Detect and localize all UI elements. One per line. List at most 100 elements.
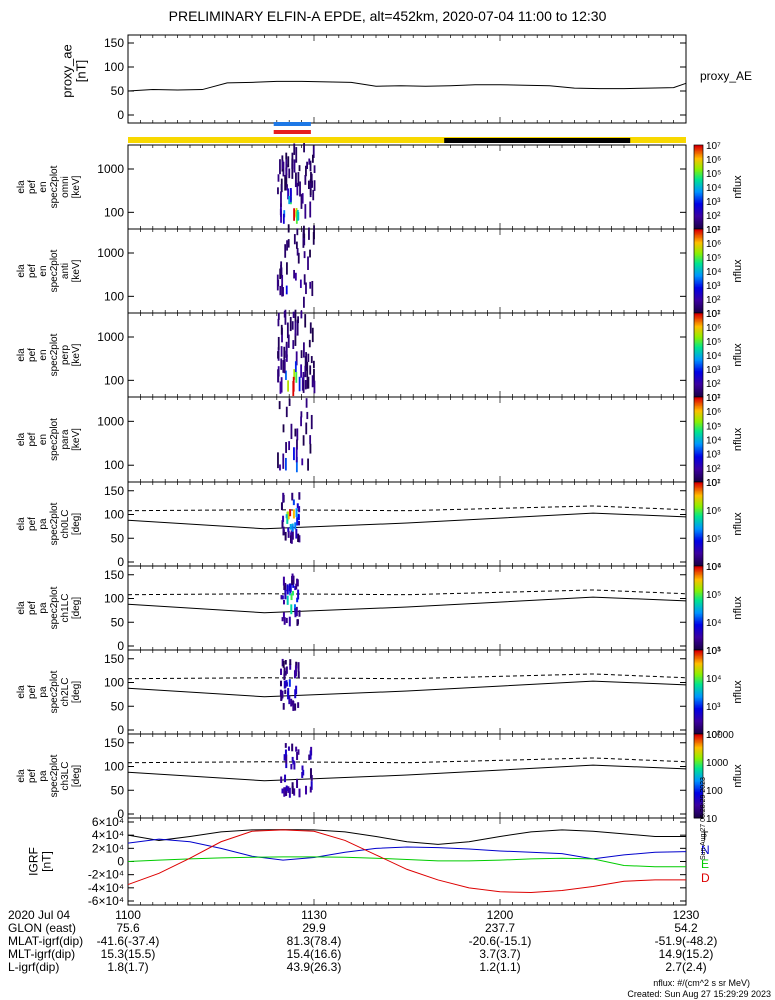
colorbar-cell [694, 212, 703, 215]
spectrogram-pixel [281, 327, 283, 343]
pitch-angle-pixel [281, 617, 284, 622]
spectrogram-pixel [309, 249, 311, 258]
colorbar-tick-label: 10¹ [706, 393, 721, 404]
spectrogram-pixel [294, 428, 297, 437]
colorbar-cell [694, 294, 703, 297]
colorbar-label: nflux [732, 343, 744, 367]
colorbar-cell [694, 524, 703, 526]
colorbar-cell [694, 166, 703, 168]
colorbar-label: nflux [732, 512, 744, 536]
colorbar-cell [694, 202, 703, 205]
colorbar-tick-label: 10⁷ [706, 141, 721, 152]
colorbar-title: nflux [732, 175, 744, 199]
colorbar-cell [694, 774, 703, 777]
orbit-table-cell: 54.2 [674, 921, 698, 935]
colorbar-cell [694, 431, 703, 433]
pitch-angle-ch0-ylabel-line: ela [16, 517, 27, 531]
colorbar-cell [694, 416, 703, 419]
spectrogram-pixel [290, 423, 293, 440]
colorbar-cell [694, 668, 703, 671]
colorbar-cell [694, 669, 703, 672]
colorbar-cell [694, 596, 703, 599]
spectrogram-pixel [302, 380, 305, 393]
colorbar-cell [694, 553, 703, 556]
pitch-angle-ch2-ylabel-line: pef [27, 685, 38, 699]
colorbar-frame [693, 733, 704, 819]
pitch-angle-pixel [284, 589, 287, 600]
colorbar-cell [694, 348, 703, 350]
colorbar-cell [694, 236, 703, 238]
pitch-angle-tick-label: 0 [117, 723, 124, 737]
pitch-angle-pixel [280, 595, 283, 600]
colorbar-cell [694, 748, 703, 750]
colorbar-cell [694, 741, 703, 743]
pitch-angle-pixel [281, 788, 284, 794]
spectrogram-pixel [297, 172, 300, 187]
orbit-table-cell: 2.7(2.4) [665, 960, 706, 974]
colorbar-cell [694, 203, 703, 206]
colorbar-tick-label: 10⁵ [706, 169, 721, 180]
loss-cone-line [127, 764, 687, 782]
colorbar-cell [694, 399, 703, 402]
spectrogram-pixel [282, 360, 285, 373]
spectrogram-pixel [295, 351, 298, 366]
pitch-angle-pixel [291, 782, 294, 789]
spectrogram-pixel [277, 369, 279, 383]
anti-loss-cone-line [127, 757, 687, 764]
spectrogram-tick-label: 100 [104, 289, 124, 303]
pitch-angle-pixel [279, 689, 282, 696]
colorbar-cell [694, 595, 703, 598]
spectrogram-pixel [284, 244, 287, 258]
colorbar-cell [694, 388, 703, 391]
pitch-angle-pixel [310, 781, 313, 790]
colorbar-cell [694, 244, 703, 247]
pitch-angle-pixel [283, 670, 286, 676]
spectrogram-perp-ylabel-line: en [38, 349, 49, 360]
spectrogram-pixel [313, 180, 316, 191]
colorbar-cell [694, 602, 703, 605]
colorbar-cell [694, 697, 703, 700]
colorbar-cell [694, 286, 703, 289]
pitch-angle-pixel [282, 529, 285, 535]
colorbar-cell [694, 766, 703, 769]
proxy-ae-ylabel: proxy_ae [nT] [59, 44, 88, 97]
orbit-table-cell: 29.9 [302, 921, 326, 935]
pitch-angle-pixel [292, 509, 295, 519]
colorbar-tick-label: 10 [706, 814, 718, 825]
spectrogram-pixel [285, 159, 288, 172]
colorbar-cell [694, 694, 703, 697]
spectrogram-pixel [293, 369, 296, 380]
pitch-angle-pixel [287, 527, 290, 532]
colorbar-cell [694, 802, 703, 805]
anti-loss-cone-line [127, 589, 687, 596]
state-bar-black [444, 138, 631, 143]
colorbar-cell [694, 336, 703, 339]
colorbar-cell [694, 342, 703, 345]
colorbar-cell [694, 223, 703, 226]
colorbar-cell [694, 325, 703, 328]
pitch-angle-ch3-frame [127, 733, 687, 819]
spectrogram-pixel [291, 158, 294, 169]
spectrogram-pixel [282, 213, 285, 224]
igrf-tick-label: 0 [117, 855, 124, 869]
pitch-angle-pixel [288, 679, 291, 687]
colorbar-cell [694, 377, 703, 380]
colorbar-tick-label: 10² [706, 464, 721, 475]
spectrogram-pixel [287, 188, 289, 200]
spectrogram-pixel [280, 324, 283, 335]
colorbar-cell [694, 408, 703, 411]
colorbar-tick-label: 10⁶ [706, 155, 721, 166]
spectrogram-pixel [300, 194, 303, 209]
pitch-angle-tick-label: 150 [104, 652, 124, 666]
colorbar-cell [694, 338, 703, 341]
colorbar-cell [694, 152, 703, 154]
colorbar-cell [694, 419, 703, 422]
colorbar-cell [694, 353, 703, 356]
pitch-angle-ch3-ylabel-line: ela [16, 769, 27, 783]
orbit-table-cell: 1.8(1.7) [107, 960, 148, 974]
spectrogram-pixel [303, 342, 305, 358]
colorbar-cell [694, 661, 703, 664]
spectrogram-tick-label: 1000 [97, 162, 124, 176]
spectrogram-pixel [306, 376, 309, 389]
colorbar-cell [694, 489, 703, 491]
